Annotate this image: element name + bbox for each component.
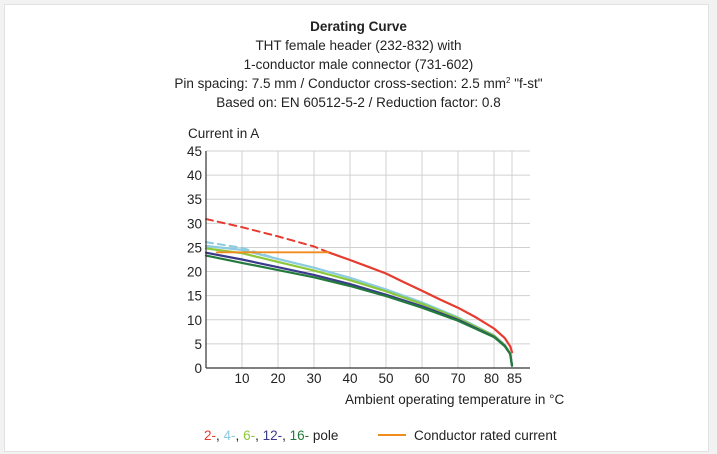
x-tick-label: 50 — [378, 371, 393, 386]
legend-sep: , — [255, 428, 263, 443]
y-tick-label: 5 — [194, 337, 202, 352]
legend-6-pole: 6- — [243, 428, 256, 443]
legend-rated-current: Conductor rated current — [378, 428, 557, 443]
subtitle-product: THT female header (232-832) with — [255, 38, 462, 53]
x-tick-label: 70 — [450, 371, 465, 386]
y-tick-label: 15 — [187, 289, 202, 304]
legend-2-pole: 2- — [204, 428, 217, 443]
x-tick-label: 20 — [270, 371, 285, 386]
y-tick-label: 35 — [187, 192, 202, 207]
x-tick-label: 10 — [234, 371, 249, 386]
y-tick-label: 30 — [187, 216, 202, 231]
y-axis-label: Current in A — [188, 126, 260, 141]
x-tick-label: 30 — [306, 371, 321, 386]
squared-superscript: 2 — [506, 76, 511, 85]
y-tick-label: 40 — [187, 168, 202, 183]
x-tick-label: 40 — [342, 371, 357, 386]
y-tick-label: 10 — [187, 313, 202, 328]
plot-area — [206, 151, 530, 368]
y-tick-labels: 0 5 10 15 20 25 30 35 40 45 — [187, 144, 202, 376]
legend-pole-suffix: pole — [309, 428, 339, 443]
legend-sep: , — [235, 428, 244, 443]
y-tick-label: 0 — [194, 361, 202, 376]
chart-title: Derating Curve — [310, 19, 407, 34]
y-tick-label: 45 — [187, 144, 202, 159]
series-lines — [204, 218, 514, 367]
y-tick-label: 25 — [187, 240, 202, 255]
legend-16-pole: 16- — [289, 428, 310, 443]
legend-sep: , — [216, 428, 224, 443]
subtitle-standard: Based on: EN 60512-5-2 / Reduction facto… — [216, 95, 501, 110]
series-line — [205, 218, 330, 254]
grid — [206, 150, 530, 368]
legend-4-pole: 4- — [223, 428, 236, 443]
series-line — [205, 241, 279, 260]
legend-rated-swatch — [378, 434, 406, 437]
series-line — [204, 254, 514, 367]
legend-rated-label: Conductor rated current — [414, 428, 557, 443]
x-tick-label: 60 — [414, 371, 429, 386]
subtitle-spacing-suffix: "f-st" — [510, 76, 543, 91]
subtitle-spacing-text: Pin spacing: 7.5 mm / Conductor cross-se… — [174, 76, 507, 91]
y-tick-label: 20 — [187, 265, 202, 280]
subtitle-spacing: Pin spacing: 7.5 mm / Conductor cross-se… — [0, 76, 717, 92]
x-tick-label: 85 — [507, 371, 522, 386]
series-line — [327, 251, 514, 354]
legend-12-pole: 12- — [262, 428, 283, 443]
subtitle-connector: 1-conductor male connector (731-602) — [243, 57, 474, 72]
x-axis-label: Ambient operating temperature in °C — [345, 392, 565, 407]
x-tick-labels: 10 20 30 40 50 60 70 80 85 — [234, 371, 522, 386]
legend-poles: 2-, 4-, 6-, 12-, 16- pole — [204, 428, 338, 443]
legend-sep: , — [282, 428, 290, 443]
axes — [205, 151, 530, 369]
x-tick-label: 80 — [484, 371, 499, 386]
